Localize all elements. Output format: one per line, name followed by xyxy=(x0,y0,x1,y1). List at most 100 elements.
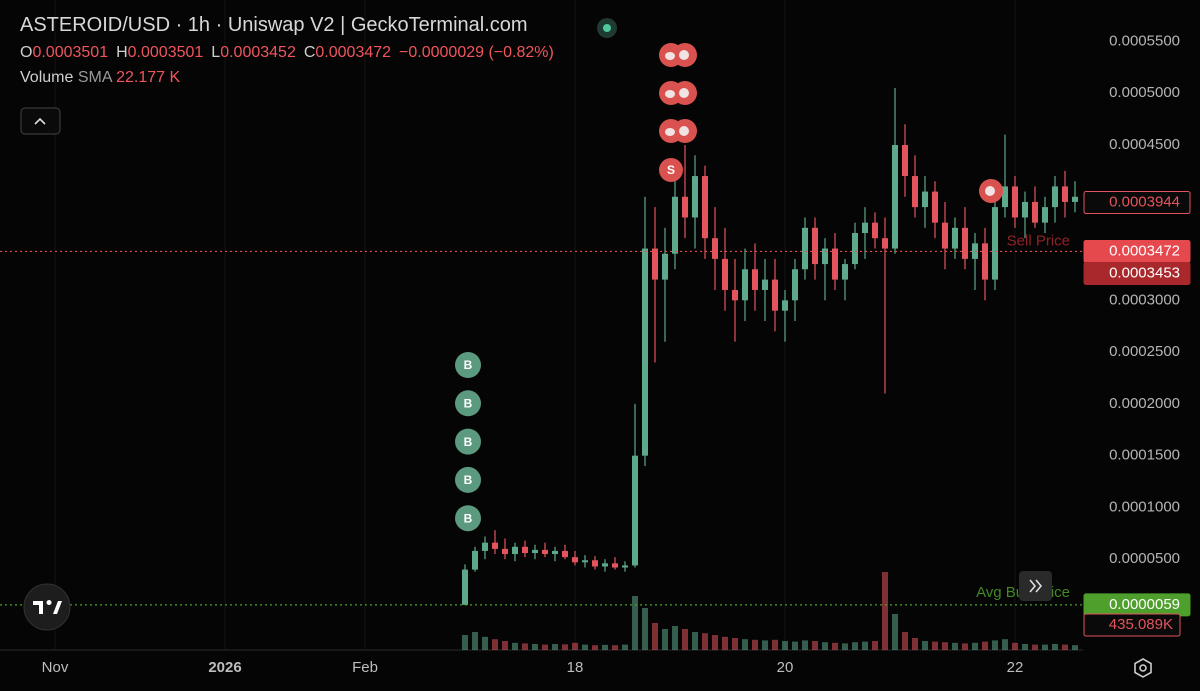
volume-bar xyxy=(1052,644,1058,650)
candle-body xyxy=(522,546,528,554)
candle-body xyxy=(502,548,508,555)
volume-bar xyxy=(882,572,888,650)
candle-body xyxy=(542,549,548,555)
x-tick-label: 2026 xyxy=(208,659,241,676)
y-tick-label: 0.0001000 xyxy=(1109,498,1180,515)
candle-body xyxy=(622,565,628,568)
sell-marker[interactable] xyxy=(659,158,683,182)
x-tick-label: Nov xyxy=(42,659,69,676)
buy-marker[interactable] xyxy=(455,505,481,532)
volume-bar xyxy=(1022,644,1028,650)
volume-bar xyxy=(702,633,708,650)
candle-body xyxy=(982,243,988,280)
candle-body xyxy=(662,253,668,280)
volume-bar xyxy=(612,645,618,650)
volume-bar xyxy=(782,641,788,650)
ohlc-key: L xyxy=(211,44,221,61)
candle-body xyxy=(852,233,858,265)
price-label: 0.0003944 xyxy=(1109,194,1180,211)
y-tick-label: 0.0001500 xyxy=(1109,447,1180,464)
volume-bar xyxy=(1012,642,1018,650)
trade-avatar[interactable] xyxy=(659,43,1003,203)
candle-body xyxy=(1022,201,1028,218)
volume-bar xyxy=(992,640,998,650)
volume-bar xyxy=(1032,644,1038,650)
x-tick-label: 18 xyxy=(567,659,584,676)
volume-row: Volume SMA 22.177 K xyxy=(20,69,562,87)
candle-body xyxy=(672,196,678,254)
candle-body xyxy=(612,563,618,568)
candle-body xyxy=(882,238,888,249)
y-tick-label: 0.0005000 xyxy=(1109,84,1180,101)
volume-bar xyxy=(922,641,928,650)
volume-bar xyxy=(952,642,958,650)
y-tick-label: 0.0000500 xyxy=(1109,550,1180,567)
y-tick-label: 0.0003000 xyxy=(1109,291,1180,308)
settings-button[interactable] xyxy=(1134,658,1152,678)
volume-bar xyxy=(512,642,518,650)
candle-body xyxy=(1072,196,1078,202)
buy-marker-label: B xyxy=(464,358,473,372)
volume-name: Volume xyxy=(20,69,74,86)
volume-bar xyxy=(542,644,548,650)
buy-marker-label: B xyxy=(464,511,473,525)
volume-bar xyxy=(502,641,508,650)
volume-bar xyxy=(522,643,528,650)
y-tick-label: 0.0005500 xyxy=(1109,32,1180,49)
buy-marker-label: B xyxy=(464,473,473,487)
volume-bar xyxy=(842,643,848,650)
volume-sma-value: 22.177 K xyxy=(116,69,181,86)
sell-marker-label: S xyxy=(667,163,675,177)
volume-bar xyxy=(762,640,768,650)
candle-body xyxy=(902,144,908,177)
candle-body xyxy=(892,144,898,249)
price-line-caption: Sell Price xyxy=(1007,232,1070,249)
candle-body xyxy=(762,279,768,290)
candle-body xyxy=(822,248,828,265)
candle-body xyxy=(792,269,798,301)
candle-body xyxy=(992,207,998,280)
volume-bar xyxy=(472,632,478,650)
buy-marker[interactable] xyxy=(455,466,481,493)
volume-bar xyxy=(852,642,858,650)
buy-marker-label: B xyxy=(464,396,473,410)
volume-bar xyxy=(772,639,778,650)
volume-bar xyxy=(562,644,568,650)
candle-body xyxy=(692,176,698,218)
legend: ASTEROID/USD · 1h · Uniswap V2 | GeckoTe… xyxy=(20,14,562,87)
volume-bar xyxy=(1002,639,1008,650)
buy-marker[interactable] xyxy=(455,390,481,417)
volume-bar xyxy=(1072,645,1078,650)
volume-bar xyxy=(482,636,488,650)
buy-marker[interactable] xyxy=(455,428,481,455)
volume-bar xyxy=(492,639,498,650)
candle-body xyxy=(1062,186,1068,202)
avatar-icon xyxy=(665,50,995,196)
x-tick-label: 20 xyxy=(777,659,794,676)
price-label: 0.0000059 xyxy=(1109,596,1180,613)
buy-marker-label: B xyxy=(464,435,473,449)
scroll-right-icon xyxy=(1029,579,1043,593)
volume-bar xyxy=(912,638,918,650)
candle-body xyxy=(752,269,758,290)
price-label: 0.0003453 xyxy=(1109,264,1180,281)
collapse-button[interactable] xyxy=(20,107,61,135)
volume-bar xyxy=(732,638,738,650)
candle-body xyxy=(492,542,498,549)
volume-bar xyxy=(942,642,948,650)
volume-bar xyxy=(682,629,688,650)
ohlc-row: O0.0003501 H0.0003501 L0.0003452 C0.0003472… xyxy=(20,44,562,62)
volume-bar xyxy=(1062,644,1068,650)
buy-marker[interactable] xyxy=(455,352,481,378)
candle-body xyxy=(652,248,658,280)
candle-body xyxy=(712,238,718,259)
x-tick-label: Feb xyxy=(352,659,378,676)
candle-body xyxy=(812,227,818,265)
candle-body xyxy=(532,549,538,554)
volume-bar xyxy=(752,639,758,650)
candle-body xyxy=(782,300,788,311)
volume-bar xyxy=(622,644,628,650)
tv-logo[interactable] xyxy=(23,583,71,631)
candle-body xyxy=(602,563,608,567)
